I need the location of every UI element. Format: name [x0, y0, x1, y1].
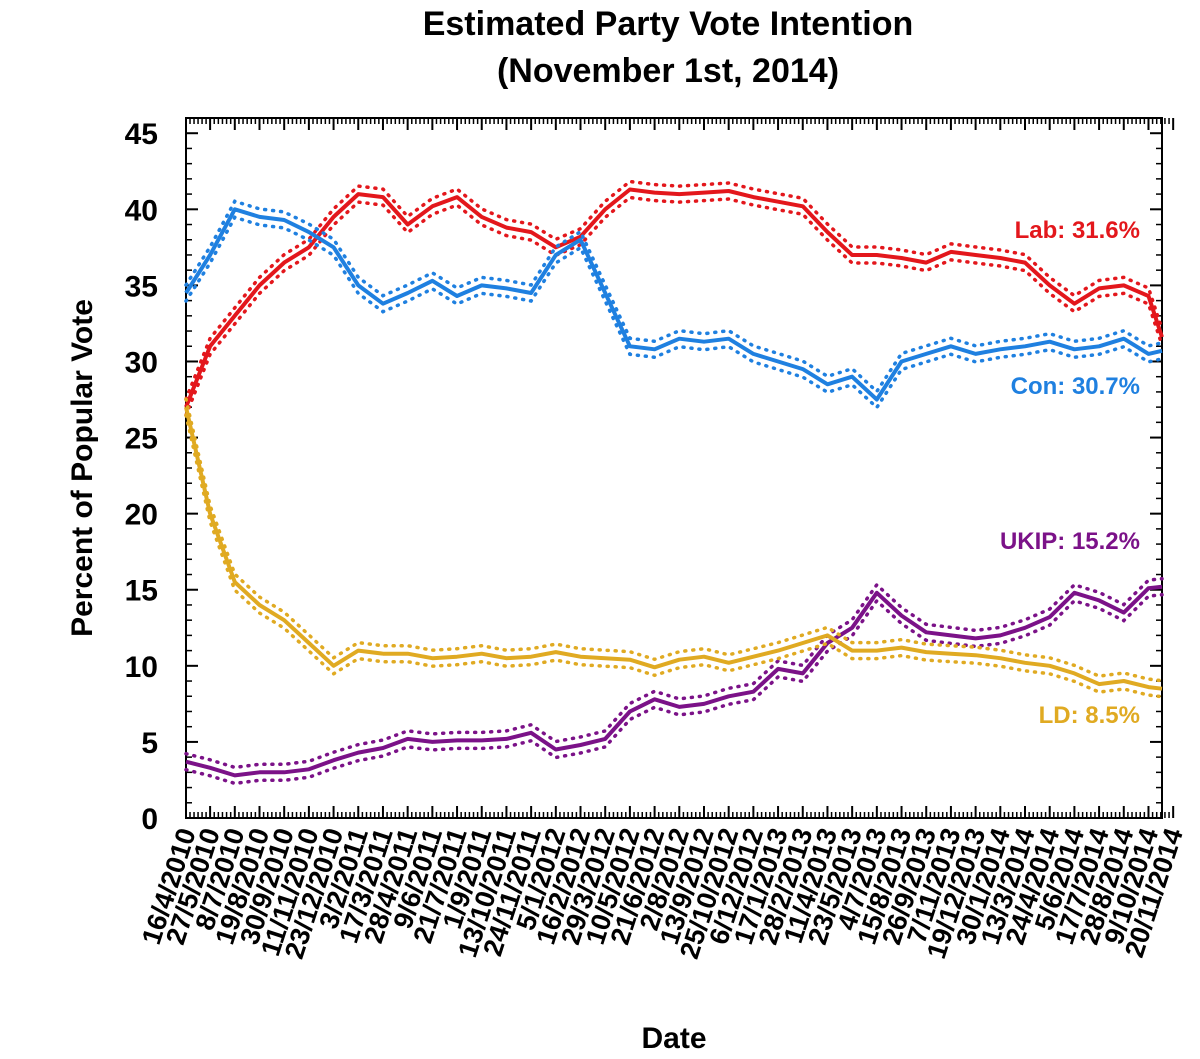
y-tick-label: 30	[125, 346, 158, 379]
y-axis-label: Percent of Popular Vote	[66, 299, 99, 637]
series-label-layer: Lab: 31.6% Con: 30.7% UKIP: 15.2% LD: 8.5%	[1000, 217, 1140, 729]
series-ukip-label: UKIP: 15.2%	[1000, 528, 1140, 555]
series-lab-line	[184, 187, 1164, 408]
series-con-label: Con: 30.7%	[1011, 373, 1140, 400]
y-tick-label: 40	[125, 194, 158, 227]
series-lab-lower-band	[184, 195, 1164, 417]
x-axis-label: Date	[641, 1022, 706, 1055]
series-ukip-upper-band	[184, 576, 1164, 770]
chart-subtitle: (November 1st, 2014)	[497, 52, 839, 90]
series-ld-lower-band	[184, 413, 1164, 699]
series-ukip-lower-band	[184, 592, 1164, 786]
series-con-line	[184, 207, 1163, 402]
series-lab-label: Lab: 31.6%	[1015, 217, 1140, 244]
series-ukip-line	[185, 584, 1163, 778]
series-ld-line	[184, 406, 1163, 691]
y-tick-label: 20	[125, 499, 158, 532]
y-tick-label: 35	[125, 270, 158, 303]
series-lab-upper-band	[184, 179, 1164, 401]
y-tick-label: 0	[141, 803, 158, 836]
chart-title: Estimated Party Vote Intention	[423, 5, 914, 43]
y-tick-label: 45	[125, 118, 158, 151]
series-ld-upper-band	[184, 397, 1164, 683]
y-tick-label: 5	[141, 727, 158, 760]
y-tick-label: 25	[125, 423, 158, 456]
y-tick-label: 15	[125, 575, 158, 608]
series-layer	[184, 179, 1164, 786]
y-axis: 0 5 10 15 20 25 30 35 40 45	[125, 118, 1162, 836]
series-con-upper-band	[184, 199, 1164, 395]
series-ld-label: LD: 8.5%	[1039, 702, 1140, 729]
y-tick-label: 10	[125, 651, 158, 684]
series-con-lower-band	[184, 215, 1164, 411]
